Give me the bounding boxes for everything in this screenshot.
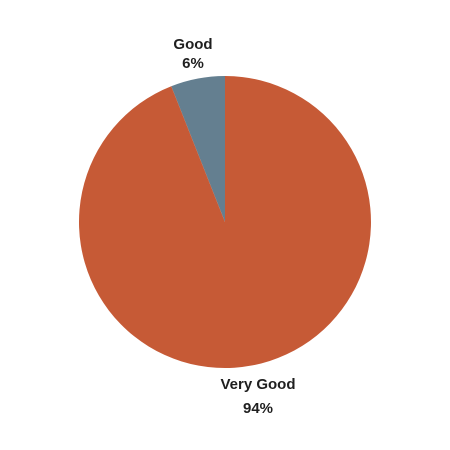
slice-value-very-good: 94% [243, 400, 273, 417]
label-very-good: Very Good 94% [220, 376, 295, 417]
slice-label-very-good: Very Good [220, 376, 295, 393]
slice-label-good: Good [173, 36, 212, 53]
pie-slice-very-good [78, 76, 371, 368]
slice-value-good: 6% [182, 55, 204, 72]
slices-group [78, 76, 371, 368]
pie-slice-good [171, 76, 225, 222]
label-good: Good 6% [173, 36, 212, 72]
